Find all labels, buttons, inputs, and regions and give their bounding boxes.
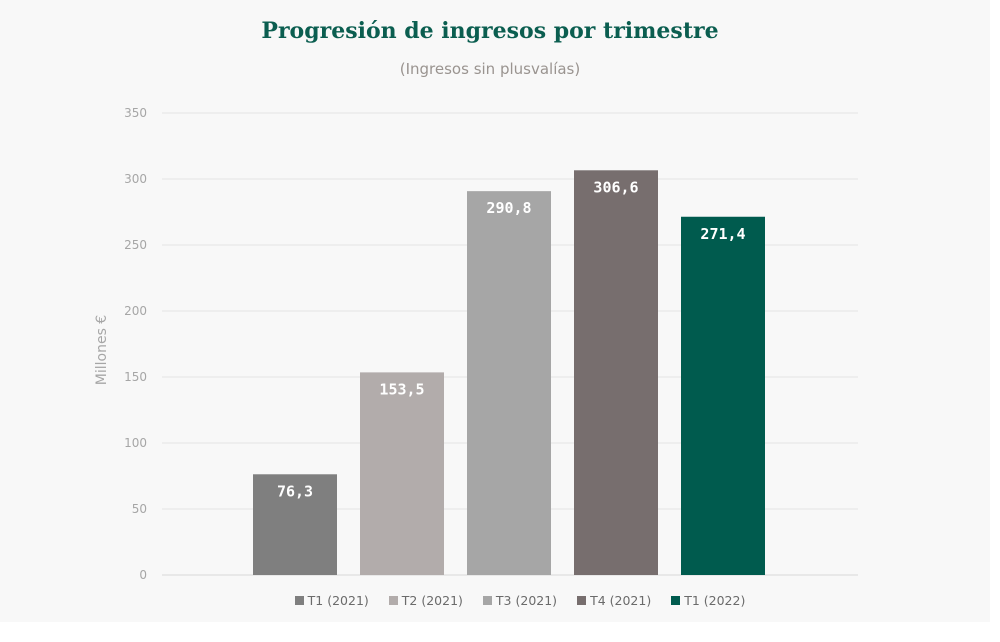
legend-item: T1 (2022)	[671, 593, 745, 608]
legend-swatch	[294, 596, 304, 605]
y-tick-label: 50	[132, 502, 147, 516]
bar	[574, 170, 658, 575]
legend-label: T2 (2021)	[401, 593, 463, 608]
y-tick-label: 250	[124, 238, 147, 252]
legend-item: T2 (2021)	[388, 593, 463, 608]
bar	[253, 474, 337, 575]
y-tick-label: 100	[124, 436, 147, 450]
legend-item: T4 (2021)	[577, 593, 651, 608]
y-tick-label: 0	[139, 568, 147, 582]
chart-subtitle: (Ingresos sin plusvalías)	[399, 60, 581, 78]
y-tick-label: 300	[124, 172, 147, 186]
data-label: 290,8	[486, 199, 531, 217]
legend-swatch	[482, 596, 492, 605]
legend-label: T1 (2022)	[684, 593, 746, 608]
chart-title: Progresión de ingresos por trimestre	[261, 18, 719, 44]
y-tick-label: 200	[124, 304, 147, 318]
legend-swatch	[577, 596, 587, 605]
y-tick-label: 350	[124, 106, 147, 120]
legend-item: T1 (2021)	[294, 593, 369, 608]
legend-swatch	[671, 596, 681, 605]
legend-label: T3 (2021)	[495, 593, 558, 608]
data-label: 153,5	[379, 380, 424, 398]
data-label: 76,3	[277, 482, 313, 500]
bar	[467, 191, 551, 576]
y-tick-label: 150	[124, 370, 147, 384]
data-label: 306,6	[593, 178, 638, 196]
chart-legend: T1 (2021) T2 (2021) T3 (2021) T4 (2021) T1 (…	[0, 593, 1000, 608]
bar	[360, 372, 444, 575]
legend-label: T1 (2021)	[307, 593, 369, 608]
data-label: 271,4	[700, 225, 745, 243]
legend-label: T4 (2021)	[590, 593, 652, 608]
bar	[681, 216, 765, 575]
legend-item: T3 (2021)	[482, 593, 558, 608]
y-axis-title: Millones €	[94, 315, 110, 385]
legend-swatch	[388, 596, 398, 605]
